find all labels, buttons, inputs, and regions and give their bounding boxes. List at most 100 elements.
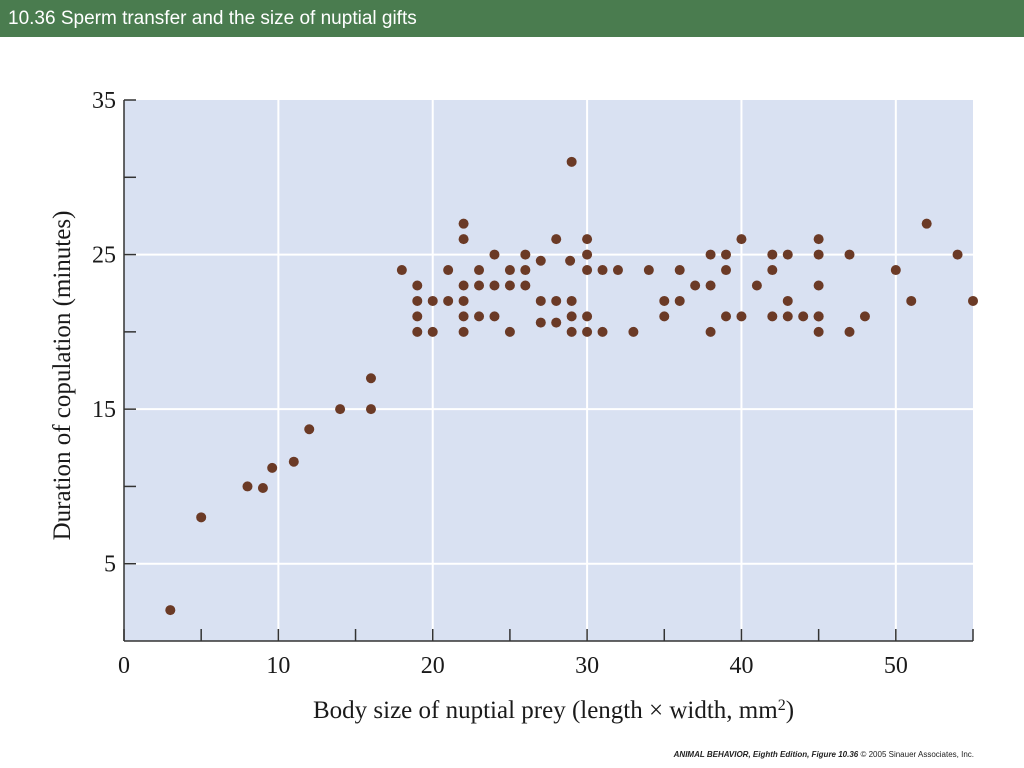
data-point bbox=[705, 326, 716, 337]
x-axis-title: Body size of nuptial prey (length × widt… bbox=[313, 697, 794, 725]
data-point bbox=[813, 280, 824, 291]
y-axis-title: Duration of copulation (minutes) bbox=[49, 211, 76, 541]
y-tick-label-35: 35 bbox=[92, 88, 116, 114]
data-point bbox=[674, 295, 685, 306]
data-point bbox=[705, 249, 716, 260]
x-tick-label-20: 20 bbox=[421, 653, 445, 679]
data-point bbox=[721, 265, 732, 276]
data-point bbox=[474, 265, 485, 276]
data-point bbox=[535, 295, 546, 306]
data-point bbox=[597, 265, 608, 276]
data-point bbox=[257, 482, 268, 493]
data-point bbox=[489, 249, 500, 260]
data-point bbox=[566, 311, 577, 322]
data-point bbox=[844, 326, 855, 337]
data-point bbox=[674, 265, 685, 276]
data-point bbox=[365, 404, 376, 415]
credit-reference: ANIMAL BEHAVIOR, Eighth Edition, Figure … bbox=[673, 750, 859, 759]
data-point bbox=[458, 280, 469, 291]
figure-credit: ANIMAL BEHAVIOR, Eighth Edition, Figure … bbox=[674, 750, 974, 759]
data-point bbox=[906, 295, 917, 306]
slide-title: 10.36 Sperm transfer and the size of nup… bbox=[0, 0, 1024, 37]
data-point bbox=[767, 311, 778, 322]
data-point bbox=[520, 280, 531, 291]
x-axis-title-superscript: 2 bbox=[778, 697, 786, 714]
data-point bbox=[582, 311, 593, 322]
data-point bbox=[520, 249, 531, 260]
data-point bbox=[721, 311, 732, 322]
data-point bbox=[458, 295, 469, 306]
data-point bbox=[921, 218, 932, 229]
data-point bbox=[412, 280, 423, 291]
data-point bbox=[859, 311, 870, 322]
data-point bbox=[427, 295, 438, 306]
data-point bbox=[643, 265, 654, 276]
data-point bbox=[489, 311, 500, 322]
y-tick-label-25: 25 bbox=[92, 243, 116, 269]
data-point bbox=[396, 265, 407, 276]
y-tick-label-15: 15 bbox=[92, 397, 116, 423]
data-point bbox=[242, 481, 253, 492]
data-point bbox=[520, 265, 531, 276]
data-point bbox=[782, 249, 793, 260]
data-point bbox=[412, 311, 423, 322]
data-point bbox=[458, 311, 469, 322]
data-point bbox=[412, 326, 423, 337]
data-point bbox=[551, 295, 562, 306]
data-point bbox=[767, 265, 778, 276]
data-points bbox=[165, 156, 978, 616]
data-point bbox=[458, 234, 469, 245]
x-axis-title-main: Body size of nuptial prey (length × widt… bbox=[313, 697, 778, 724]
data-point bbox=[612, 265, 623, 276]
x-tick-label-30: 30 bbox=[575, 653, 599, 679]
data-point bbox=[736, 311, 747, 322]
data-point bbox=[659, 311, 670, 322]
data-point bbox=[504, 326, 515, 337]
data-point bbox=[782, 311, 793, 322]
data-point bbox=[582, 326, 593, 337]
data-point bbox=[782, 295, 793, 306]
credit-copyright: © 2005 Sinauer Associates, Inc. bbox=[860, 750, 974, 759]
data-point bbox=[427, 326, 438, 337]
data-point bbox=[890, 265, 901, 276]
data-point bbox=[267, 462, 278, 473]
data-point bbox=[288, 456, 299, 467]
data-point bbox=[165, 605, 176, 616]
data-point bbox=[582, 265, 593, 276]
data-point bbox=[813, 326, 824, 337]
data-point bbox=[705, 280, 716, 291]
data-point bbox=[813, 234, 824, 245]
data-point bbox=[952, 249, 963, 260]
data-point bbox=[659, 295, 670, 306]
data-point bbox=[443, 295, 454, 306]
data-point bbox=[443, 265, 454, 276]
data-point bbox=[551, 234, 562, 245]
data-point bbox=[458, 326, 469, 337]
plot-area bbox=[124, 100, 973, 641]
data-point bbox=[504, 280, 515, 291]
x-tick-label-50: 50 bbox=[884, 653, 908, 679]
data-point bbox=[798, 311, 809, 322]
data-point bbox=[582, 249, 593, 260]
data-point bbox=[551, 317, 562, 328]
data-point bbox=[844, 249, 855, 260]
data-point bbox=[304, 424, 315, 435]
data-point bbox=[582, 234, 593, 245]
data-point bbox=[565, 255, 576, 266]
data-point bbox=[736, 234, 747, 245]
x-tick-label-10: 10 bbox=[266, 653, 290, 679]
gridlines bbox=[124, 100, 973, 641]
data-point bbox=[535, 255, 546, 266]
data-point bbox=[566, 326, 577, 337]
data-point bbox=[690, 280, 701, 291]
data-point bbox=[628, 326, 639, 337]
data-point bbox=[968, 295, 978, 306]
data-point bbox=[813, 249, 824, 260]
data-point bbox=[474, 280, 485, 291]
data-point bbox=[365, 373, 376, 384]
data-point bbox=[767, 249, 778, 260]
data-point bbox=[721, 249, 732, 260]
data-point bbox=[474, 311, 485, 322]
data-point bbox=[535, 317, 546, 328]
